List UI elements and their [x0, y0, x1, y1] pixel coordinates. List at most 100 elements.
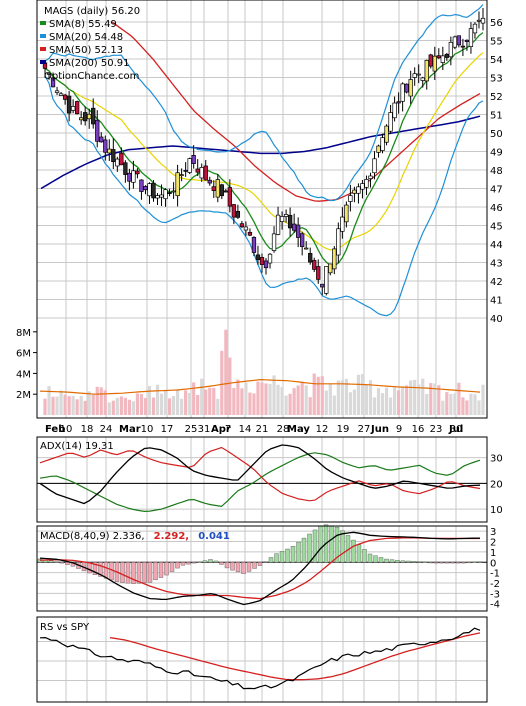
month-label: Apr — [211, 424, 231, 435]
volume-bar — [252, 393, 256, 415]
candle-body — [408, 79, 413, 97]
day-label: 23 — [430, 424, 443, 435]
month-label: Jul — [448, 424, 463, 435]
volume-bar — [151, 397, 156, 415]
candle-body — [420, 77, 425, 81]
volume-bar — [180, 398, 184, 415]
candle-body — [115, 158, 120, 167]
candle-body — [111, 149, 116, 163]
candle-body — [103, 139, 108, 153]
legend: MAGS (daily) 56.20 SMA(8) 55.49 SMA(20) 54… — [40, 6, 140, 82]
candle-body — [324, 266, 329, 294]
candle-body — [163, 189, 168, 200]
macd-histogram-bar — [252, 562, 257, 569]
candle-body — [95, 119, 100, 142]
volume-bar — [340, 380, 344, 415]
macd-histogram-bar — [208, 559, 213, 563]
macd-histogram-bar — [296, 541, 301, 563]
day-label: 18 — [81, 424, 94, 435]
macd-histogram-bar — [235, 562, 241, 573]
volume-bar — [208, 387, 212, 415]
macd-histogram-bar — [169, 562, 175, 572]
volume-bar — [276, 384, 280, 415]
macd-tick-label: 1 — [490, 548, 496, 559]
candle-body — [336, 228, 341, 256]
candle-body — [119, 152, 124, 166]
price-tick-label: 46 — [490, 203, 503, 214]
volume-bar — [236, 379, 240, 415]
macd-signal-value: 2.292, — [154, 531, 189, 542]
month-label: May — [287, 424, 310, 435]
candle-body — [444, 53, 449, 58]
volume-bar — [465, 400, 469, 415]
candle-body — [460, 45, 466, 48]
day-label: 16 — [412, 424, 425, 435]
macd-histogram-bar — [164, 562, 169, 576]
volume-bar — [481, 384, 485, 415]
volume-bar — [401, 387, 405, 415]
volume-bar — [212, 387, 216, 415]
macd-tick-label: 2 — [490, 538, 496, 549]
candle-body — [400, 83, 405, 102]
volume-bar — [417, 384, 421, 415]
volume-bar — [300, 381, 304, 415]
candle-body — [416, 73, 421, 76]
candle-body — [159, 194, 164, 198]
adx-tick-label: 10 — [490, 505, 503, 516]
volume-bar — [143, 398, 148, 415]
candle-body — [308, 253, 313, 263]
macd-tick-label: -2 — [490, 579, 500, 590]
volume-bar — [397, 390, 401, 415]
volume-bar — [304, 385, 308, 415]
legend-label: SMA(8) 55.49 — [49, 19, 117, 30]
volume-bar — [324, 390, 328, 415]
volume-bar — [360, 374, 365, 415]
candle-body — [340, 216, 345, 232]
volume-bar — [260, 382, 264, 415]
price-tick-label: 56 — [490, 18, 503, 29]
volume-bar — [176, 389, 180, 415]
macd-histogram-bar — [158, 562, 164, 578]
day-label: 12 — [316, 424, 329, 435]
macd-histogram-bar — [472, 561, 477, 563]
macd-histogram-bar — [191, 562, 197, 564]
bollinger-lower-line — [44, 75, 484, 317]
macd-tick-label: 0 — [490, 558, 496, 569]
candle-body — [464, 39, 470, 42]
macd-line — [39, 531, 481, 606]
volume-bar — [421, 378, 425, 415]
volume-bar — [268, 383, 272, 415]
macd-histogram-bar — [92, 562, 98, 575]
candle-body — [215, 179, 220, 198]
macd-histogram-bar — [197, 561, 202, 563]
volume-bar — [368, 380, 373, 415]
candle-body — [332, 248, 337, 270]
volume-bar — [47, 386, 51, 415]
candle-body — [83, 112, 88, 122]
adx-title: ADX(14) 19.31 — [40, 441, 114, 452]
volume-bar — [192, 382, 196, 415]
macd-histogram-bar — [285, 548, 290, 563]
macd-histogram-bar — [400, 560, 406, 563]
volume-bar — [296, 385, 300, 415]
macd-hist-value: 0.041 — [198, 531, 230, 542]
month-label: Mar — [119, 424, 141, 435]
macd-histogram-bar — [378, 557, 384, 563]
rs-panel: RS vs SPY — [36, 616, 488, 703]
candle-body — [432, 55, 437, 72]
candle-body — [251, 237, 257, 253]
candle-body — [255, 254, 261, 261]
price-tick-label: 40 — [490, 314, 503, 325]
price-tick-label: 45 — [490, 222, 503, 233]
volume-bar — [384, 387, 389, 415]
volume-bar — [240, 388, 244, 415]
macd-histogram-bar — [450, 562, 455, 564]
volume-bar — [184, 390, 188, 415]
volume-bar — [461, 397, 465, 415]
volume-bar — [272, 375, 276, 415]
macd-histogram-bar — [48, 560, 54, 563]
candle-body — [452, 36, 458, 48]
candle-body — [243, 226, 249, 231]
day-label: 9 — [396, 424, 402, 435]
